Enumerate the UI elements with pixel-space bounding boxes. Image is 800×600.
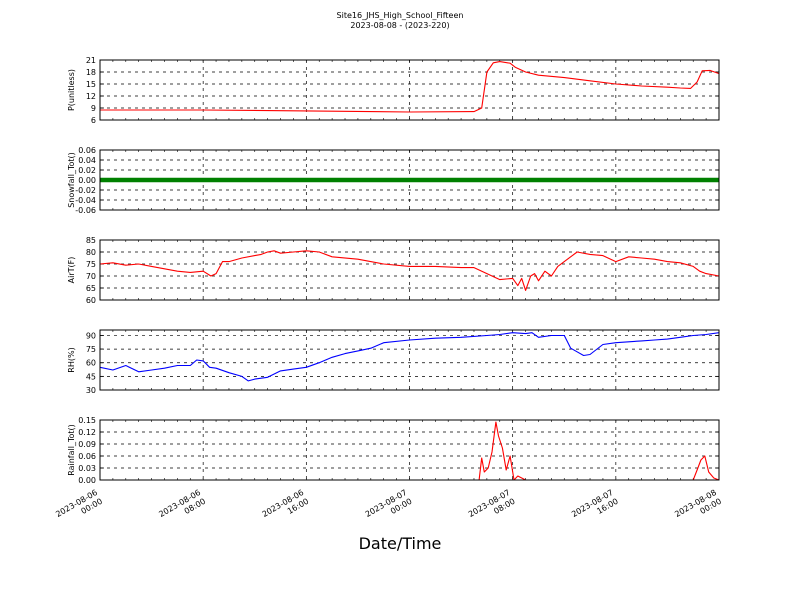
y-tick-label: 30 [86, 386, 96, 395]
y-tick-label: -0.06 [75, 206, 96, 215]
y-tick-label: 18 [86, 68, 96, 77]
y-tick-label: 0.00 [78, 176, 96, 185]
x-tick-label: 2023-08-0616:00 [261, 488, 311, 528]
y-axis-label: P(unitless) [67, 69, 76, 111]
panel-2: -0.06-0.04-0.020.000.020.040.06Snowfall_… [67, 146, 720, 215]
series-line [100, 421, 720, 481]
y-axis-label: Snowfall_Tot() [67, 152, 76, 208]
chart-subtitle: 2023-08-08 - (2023-220) [350, 21, 450, 30]
y-tick-label: 60 [86, 359, 96, 368]
panel-3: 60 65 70 75 80 85 AirT(F) [67, 236, 720, 305]
y-tick-label: 90 [86, 331, 96, 340]
y-tick-label: 75 [86, 345, 96, 354]
y-axis-label: RH(%) [67, 347, 76, 372]
y-tick-label: 70 [86, 272, 96, 281]
axes-frame [99, 419, 720, 481]
y-tick-label: 65 [86, 284, 96, 293]
y-tick-label: 9 [91, 104, 96, 113]
y-tick-label: 0.15 [78, 416, 96, 425]
chart-title: Site16_JHS_High_School_Fifteen [336, 11, 464, 20]
axes-frame [99, 329, 720, 391]
y-axis-label: AirT(F) [67, 257, 76, 284]
y-tick-label: -0.04 [75, 196, 96, 205]
y-axis-label: Rainfall_Tot() [67, 424, 76, 476]
series-line [100, 61, 720, 113]
x-tick-label: 2023-08-0700:00 [364, 488, 414, 528]
axes-frame [99, 59, 720, 121]
series-line [99, 250, 720, 291]
axes-frame [99, 239, 720, 301]
y-tick-label: 15 [86, 80, 96, 89]
y-tick-label: 85 [86, 236, 96, 245]
x-tick-label: 2023-08-0716:00 [570, 488, 620, 528]
y-tick-label: 0.04 [78, 156, 96, 165]
y-tick-label: 0.00 [78, 476, 96, 485]
y-tick-label: 0.09 [78, 440, 96, 449]
y-tick-label: 0.06 [78, 452, 96, 461]
axes-frame [99, 149, 720, 211]
y-tick-label: 75 [86, 260, 96, 269]
y-tick-label: 6 [91, 116, 96, 125]
y-tick-label: 60 [86, 296, 96, 305]
panel-1: 6 9 12 15 18 21 P(unitless) [67, 56, 720, 125]
x-tick-label: 2023-08-0608:00 [157, 488, 207, 528]
y-tick-label: 45 [86, 372, 96, 381]
series-line [99, 332, 720, 382]
x-tick-label: 2023-08-0600:00 [54, 488, 104, 528]
y-tick-label: 21 [86, 56, 96, 65]
y-tick-label: 0.03 [78, 464, 96, 473]
y-tick-label: 0.02 [78, 166, 96, 175]
panel-4: 30 45 60 75 90 RH(%) [67, 329, 720, 395]
y-tick-label: 80 [86, 248, 96, 257]
y-tick-label: 12 [86, 92, 96, 101]
x-tick-label: 2023-08-0708:00 [467, 488, 517, 528]
y-tick-label: -0.02 [75, 186, 96, 195]
x-axis-label: Date/Time [358, 534, 442, 553]
y-tick-label: 0.06 [78, 146, 96, 155]
y-tick-label: 0.12 [78, 428, 96, 437]
x-tick-label: 2023-08-0800:00 [673, 488, 723, 528]
